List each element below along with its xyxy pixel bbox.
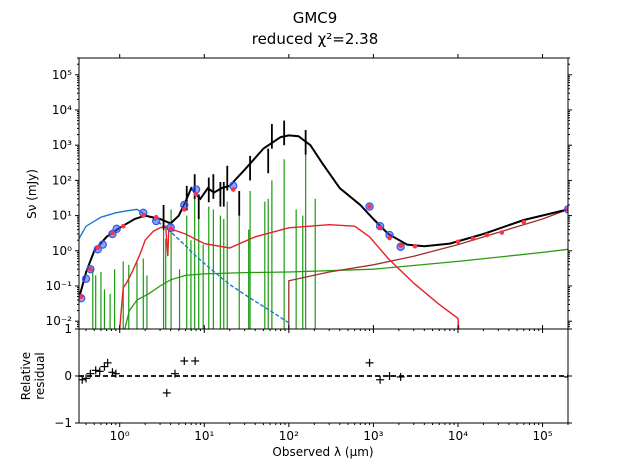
x-tick-label: 10⁴ xyxy=(448,429,468,443)
sed-y-tick-label: 10⁰ xyxy=(52,244,72,258)
residual-y-tick-label: 1 xyxy=(64,322,72,336)
residual-y-axis-label: Relative residual xyxy=(19,352,47,400)
observed-flux-marker xyxy=(81,274,91,284)
model-flux-marker xyxy=(484,232,490,238)
x-tick-label: 10¹ xyxy=(194,429,214,443)
residual-plot-panel xyxy=(78,328,569,424)
sed-plot-panel xyxy=(78,57,569,330)
model-flux-marker xyxy=(79,294,84,299)
stellar-unattenuated-dashed-line xyxy=(141,212,290,324)
residual-marker xyxy=(564,372,568,381)
model-flux-marker xyxy=(168,226,173,231)
sed-y-tick-label: 10¹ xyxy=(52,209,72,223)
x-tick-label: 10³ xyxy=(363,429,383,443)
residual-marker xyxy=(103,358,112,367)
sed-y-axis-ticks: 10⁻² 10⁻¹ 10⁰ 10¹ 10² 10³ 10⁴ 10⁵ xyxy=(46,57,572,330)
residual-y-tick-label: 0 xyxy=(64,369,72,383)
observed-flux-marker xyxy=(98,240,107,249)
model-flux-marker xyxy=(377,225,383,231)
stellar-attenuated-line xyxy=(119,223,460,329)
model-flux-marker xyxy=(455,239,461,245)
residual-marker xyxy=(111,369,120,378)
x-axis-ticks: 10⁰ 10¹ 10² 10³ 10⁴ 10⁵ xyxy=(85,54,569,443)
model-flux-marker xyxy=(367,204,372,209)
residual-marker xyxy=(396,372,405,381)
x-tick-label: 10² xyxy=(279,429,299,443)
residual-marker xyxy=(376,375,385,384)
residual-marker xyxy=(86,369,95,378)
observed-flux-marker xyxy=(112,224,121,234)
residual-y-axis-ticks: −1 0 1 xyxy=(54,322,572,430)
model-flux-marker xyxy=(193,192,199,197)
sed-y-tick-label: 10⁻¹ xyxy=(46,279,73,293)
residual-marker xyxy=(95,367,104,376)
model-flux-marker xyxy=(499,230,505,235)
x-tick-label: 10⁰ xyxy=(110,429,130,443)
residual-y-tick-label: −1 xyxy=(54,416,72,430)
chart-subtitle: reduced χ²=2.38 xyxy=(252,30,379,48)
model-flux-marker xyxy=(95,245,101,251)
sed-y-tick-label: 10³ xyxy=(52,138,72,152)
model-flux-marker xyxy=(140,213,146,218)
sed-y-tick-label: 10² xyxy=(52,173,72,187)
sed-y-axis-label: Sν (mJy) xyxy=(25,169,39,219)
model-flux-marker xyxy=(88,266,93,272)
x-axis-label: Observed λ (μm) xyxy=(272,445,373,459)
x-tick-label: 10⁵ xyxy=(532,429,552,443)
model-flux-marker xyxy=(230,187,236,192)
residual-marker xyxy=(385,372,394,380)
model-flux-marker xyxy=(153,214,159,220)
sed-y-tick-label: 10⁻² xyxy=(46,314,73,328)
model-flux-marker xyxy=(181,207,187,212)
residual-marker xyxy=(82,374,91,383)
model-flux-marker xyxy=(521,219,527,225)
sed-y-tick-label: 10⁵ xyxy=(52,68,72,82)
residual-marker xyxy=(180,356,189,365)
residual-marker xyxy=(162,388,171,397)
model-flux-marker xyxy=(387,235,392,241)
model-flux-marker xyxy=(110,230,115,236)
residual-marker xyxy=(191,356,200,365)
model-flux-marker xyxy=(398,243,403,248)
radio-emission-line xyxy=(288,208,568,329)
chart-title: GMC9 xyxy=(293,9,338,27)
model-flux-marker xyxy=(412,243,418,249)
stellar-unattenuated-line xyxy=(79,208,143,240)
model-flux-marker xyxy=(470,236,476,242)
residual-marker xyxy=(91,366,100,375)
sed-plot-frame xyxy=(78,57,569,330)
residual-marker xyxy=(365,358,374,367)
observed-flux-marker xyxy=(191,185,201,194)
residual-y-axis-label-line-2: residual xyxy=(33,352,47,400)
residual-marker xyxy=(170,369,179,378)
model-flux-marker xyxy=(565,207,568,212)
model-flux-marker xyxy=(120,223,126,229)
residual-marker xyxy=(108,368,117,377)
residual-y-axis-label-line-1: Relative xyxy=(19,352,33,400)
residual-marker xyxy=(79,375,87,384)
sed-y-tick-label: 10⁴ xyxy=(52,103,72,117)
